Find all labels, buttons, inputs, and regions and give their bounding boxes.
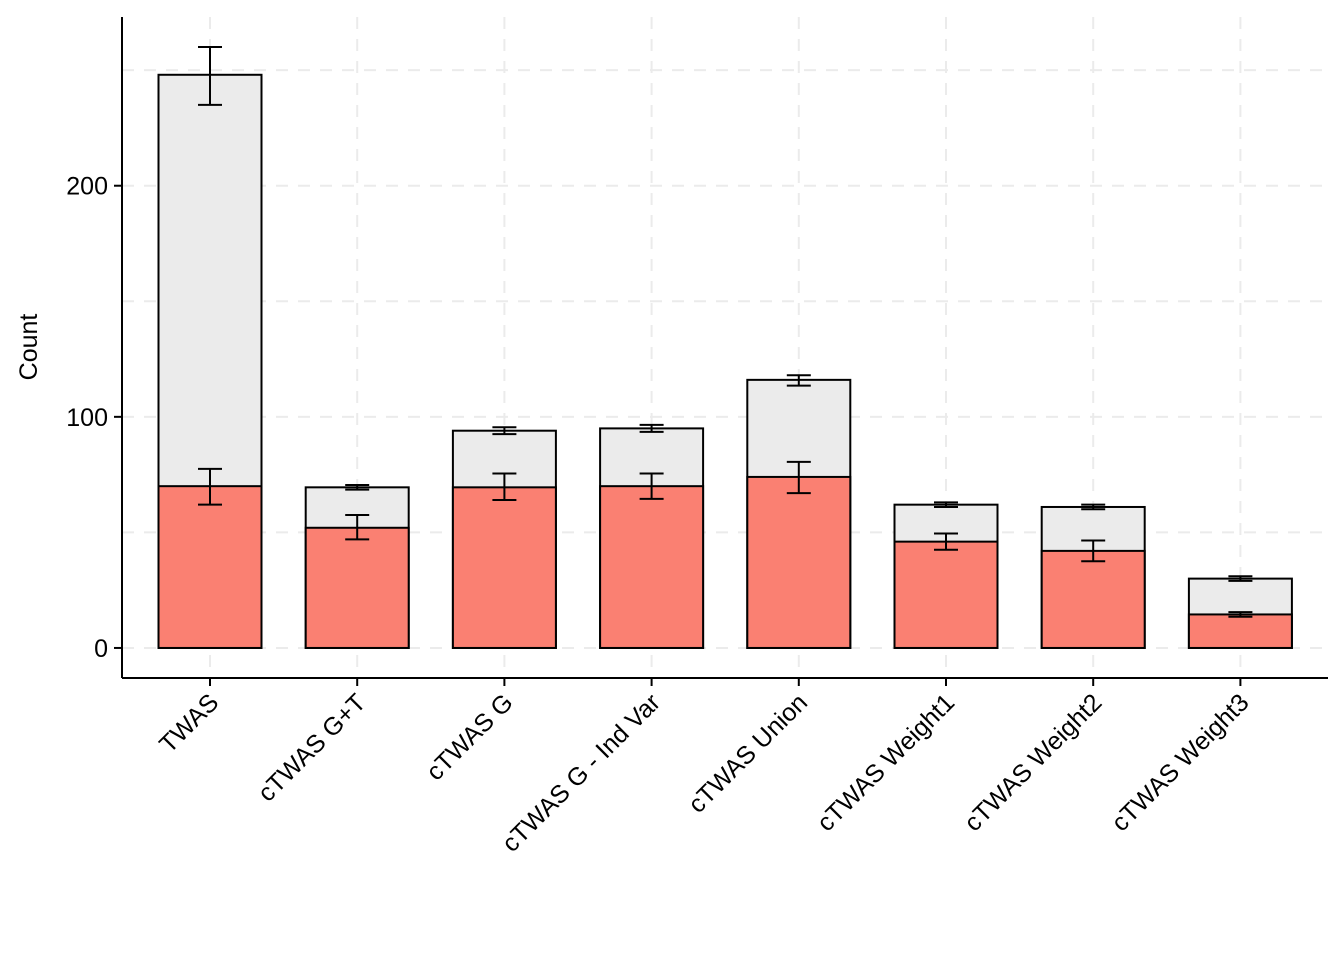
y-tick-label-0: 0 (94, 635, 108, 663)
x-tick-label-3: cTWAS G - Ind Var (497, 688, 666, 857)
bar-lower-3 (599, 485, 705, 649)
x-tick-label-7: cTWAS Weight3 (1106, 688, 1254, 836)
bar-lower-5 (893, 540, 999, 649)
y-axis-title: Count (15, 314, 43, 381)
x-tick-label-0: TWAS (154, 688, 224, 758)
x-tick-label-2: cTWAS G (421, 688, 519, 786)
x-tick-label-1: cTWAS G+T (253, 688, 372, 807)
y-tick-label-100: 100 (66, 404, 108, 432)
bar-lower-1 (304, 526, 410, 649)
error-bars (198, 46, 1253, 618)
bars (157, 73, 1293, 649)
x-tick-label-6: cTWAS Weight2 (959, 688, 1107, 836)
bar-lower-6 (1040, 549, 1146, 649)
grid-lines (122, 17, 1328, 678)
x-tick-label-4: cTWAS Union (683, 688, 813, 818)
x-tick-label-5: cTWAS Weight1 (812, 688, 960, 836)
bar-lower-0 (157, 485, 263, 649)
bar-lower-4 (746, 475, 852, 649)
y-tick-label-200: 200 (66, 173, 108, 201)
bar-lower-2 (451, 486, 557, 649)
bar-lower-7 (1187, 613, 1293, 649)
